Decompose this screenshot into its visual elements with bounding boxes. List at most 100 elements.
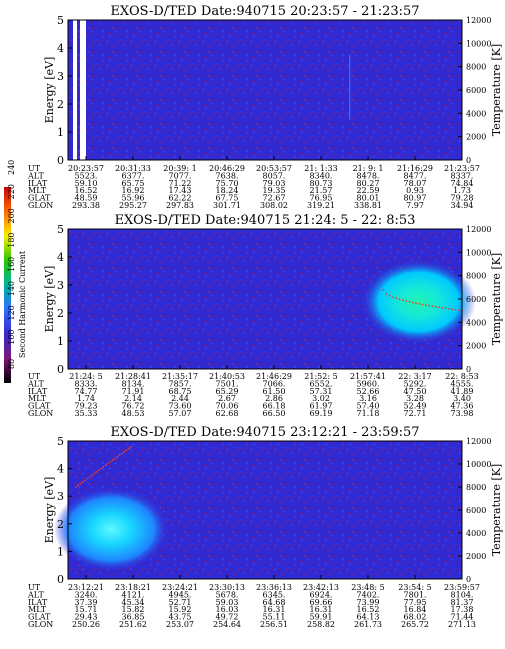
table-cell: 261.73	[354, 620, 382, 629]
table-cell: 76.95	[310, 194, 333, 203]
y-tick-label: 2	[57, 518, 64, 531]
temperature-point	[111, 459, 114, 462]
table-cell: 17.38	[451, 605, 474, 614]
table-cell: 61.50	[263, 387, 286, 396]
temperature-point	[411, 301, 414, 304]
colorbar-tick-label: 80	[7, 359, 16, 369]
table-cell: 70.06	[216, 402, 239, 411]
table-cell: 253.07	[166, 620, 194, 629]
table-cell: 8477.	[404, 171, 427, 180]
y2-tick-label: 8000	[466, 63, 486, 72]
table-cell: 2.14	[124, 394, 142, 403]
temperature-point	[95, 471, 98, 473]
colorbar-tick-label: 200	[7, 208, 16, 223]
y-tick-label: 1	[57, 545, 64, 558]
table-cell: 81.37	[451, 598, 474, 607]
table-cell: 8104.	[451, 590, 474, 599]
table-cell: 52.49	[404, 402, 427, 411]
table-cell: 4121.	[122, 590, 145, 599]
table-cell: 20:23:57	[68, 164, 104, 173]
table-cell: 5960.	[357, 379, 380, 388]
colorbar: 240 220 200 180 160 140 120 100 80 Second Harmon…	[4, 160, 27, 383]
table-cell: 43.75	[169, 613, 192, 622]
table-cell: 7857.	[169, 379, 192, 388]
table-cell: 5523.	[75, 171, 98, 180]
y2-tick-label: 10000	[466, 248, 491, 257]
colorbar-ticks: 240 220 200 180 160 140 120 100 80	[7, 160, 16, 369]
table-cell: 3.28	[406, 394, 424, 403]
table-cell: 23:42:13	[303, 583, 339, 592]
y2-tick-label: 10000	[466, 460, 491, 469]
row-label: GLAT	[28, 402, 51, 411]
table-cell: 57.40	[357, 402, 380, 411]
table-cell: 23:24:21	[162, 583, 198, 592]
temperature-point	[120, 452, 123, 455]
colorbar-gradient	[4, 187, 11, 383]
table-cell: 258.82	[307, 620, 335, 629]
table-cell: 74.84	[451, 179, 474, 188]
table-cell: 293.38	[72, 201, 100, 210]
table-cell: 319.21	[307, 201, 335, 210]
table-cell: 18.24	[216, 186, 239, 195]
row-label: MLT	[28, 605, 47, 614]
table-cell: 16.03	[216, 605, 239, 614]
row-label: ILAT	[28, 387, 48, 396]
table-cell: 59.10	[75, 179, 98, 188]
table-cell: 79.03	[263, 179, 286, 188]
temperature-point	[130, 445, 132, 448]
row-label: GLAT	[28, 194, 51, 203]
table-cell: 74.77	[75, 387, 98, 396]
table-cell: 57.31	[310, 387, 333, 396]
panel-2: EXOS-D/TED Date:940715 21:24: 5 - 22: 8:…	[27, 213, 503, 418]
y2-tick-label: 0	[466, 156, 471, 165]
table-cell: 21:52: 5	[304, 372, 337, 381]
table-cell: 16.31	[310, 605, 333, 614]
y2-tick-label: 4000	[466, 318, 486, 327]
temperature-point	[434, 305, 437, 308]
temperature-point	[88, 476, 91, 478]
temperature-point	[91, 474, 93, 477]
table-cell: 69.66	[310, 598, 333, 607]
table-cell: 71.18	[357, 409, 380, 418]
table-cell: 3.40	[453, 394, 471, 403]
y2-tick-label: 10000	[466, 39, 491, 48]
colorbar-tick-label: 160	[7, 257, 16, 272]
table-cell: 295.27	[119, 201, 147, 210]
table-cell: 8478.	[357, 171, 380, 180]
table-cell: 64.68	[263, 598, 286, 607]
y-tick-label: 3	[57, 70, 64, 83]
y2-tick-label: 12000	[466, 437, 491, 446]
y-tick-label: 2	[57, 307, 64, 320]
temperature-point	[395, 297, 398, 300]
heatmap-background	[68, 20, 462, 160]
table-cell: 73.98	[451, 409, 474, 418]
table-cell: 254.64	[213, 620, 241, 629]
y2-tick-label: 0	[466, 365, 471, 374]
table-cell: 45.34	[122, 598, 145, 607]
y2-tick-label: 2000	[466, 133, 486, 142]
table-cell: 6377.	[122, 171, 145, 180]
y-tick-label: 5	[57, 223, 64, 236]
row-label: UT	[28, 583, 41, 592]
row-label: ALT	[27, 379, 44, 388]
table-cell: 6924.	[310, 590, 333, 599]
temperature-point	[385, 293, 388, 295]
table-cell: 41.89	[451, 387, 474, 396]
table-cell: 8057.	[263, 171, 286, 180]
y2-tick-label: 12000	[466, 16, 491, 25]
table-cell: 64.13	[357, 613, 380, 622]
table-cell: 15.82	[122, 605, 145, 614]
table-cell: 71.44	[451, 613, 474, 622]
table-cell: 308.02	[260, 201, 288, 210]
table-cell: 67.75	[216, 194, 239, 203]
y-tick-label: 4	[57, 251, 64, 264]
table-cell: 80.73	[310, 179, 333, 188]
table-cell: 301.71	[213, 201, 241, 210]
temperature-point	[75, 486, 77, 488]
row-label: GLAT	[28, 613, 51, 622]
y2-tick-label: 2000	[466, 552, 486, 561]
table-cell: 7077.	[169, 171, 192, 180]
temperature-point	[104, 464, 107, 467]
table-cell: 6345.	[263, 590, 286, 599]
